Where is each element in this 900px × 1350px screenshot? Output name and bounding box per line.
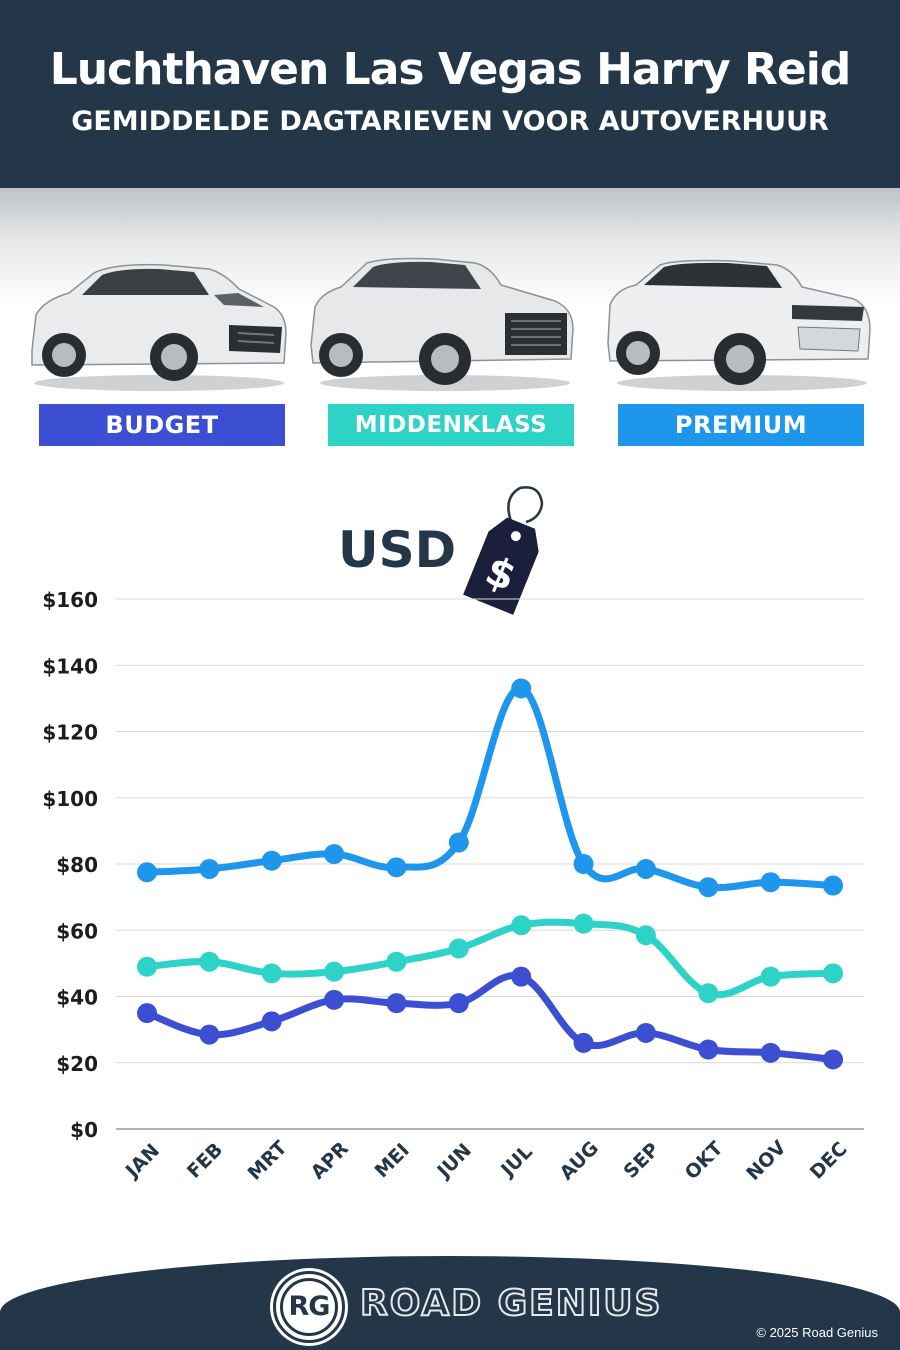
data-point-budget-jan: [137, 1003, 157, 1024]
data-point-premium-nov: [760, 872, 781, 893]
data-point-middenklass-feb: [199, 951, 220, 972]
x-tick-label: APR: [307, 1137, 353, 1183]
logo-text: RG: [280, 1278, 338, 1336]
x-tick-label: FEB: [183, 1139, 227, 1183]
y-tick-label: $40: [56, 986, 98, 1010]
data-point-premium-sep: [635, 858, 656, 879]
category-midsize-label: MIDDENKLASS: [328, 404, 574, 446]
data-point-budget-okt: [698, 1039, 719, 1060]
data-point-middenklass-apr: [324, 961, 345, 982]
y-tick-label: $120: [42, 721, 98, 745]
data-point-budget-nov: [760, 1042, 781, 1063]
copyright-text: © 2025 Road Genius: [756, 1325, 878, 1340]
data-point-middenklass-mrt: [261, 963, 282, 984]
road-genius-logo[interactable]: RG: [273, 1271, 345, 1343]
data-point-middenklass-dec: [823, 963, 843, 984]
page-subtitle: GEMIDDELDE DAGTARIEVEN VOOR AUTOVERHUUR: [71, 106, 829, 137]
data-point-middenklass-jan: [137, 956, 157, 977]
series-line-premium: [143, 684, 837, 892]
data-point-budget-aug: [573, 1032, 594, 1053]
x-tick-label: AUG: [556, 1137, 603, 1184]
x-tick-label: MRT: [244, 1137, 292, 1185]
x-tick-label: JAN: [120, 1140, 164, 1184]
y-tick-label: $160: [42, 588, 98, 612]
data-point-premium-feb: [199, 858, 220, 879]
data-point-budget-jun: [448, 993, 469, 1014]
x-tick-label: SEP: [620, 1139, 664, 1183]
y-tick-label: $20: [56, 1052, 98, 1076]
data-point-premium-dec: [823, 875, 843, 896]
data-point-premium-jun: [448, 832, 469, 853]
y-tick-label: $100: [42, 787, 98, 811]
data-point-middenklass-jun: [448, 938, 469, 959]
rental-price-line-chart: $0 $20 $40 $60 $80 $100 $120 $140 $160 JAN FEB MRT A…: [42, 588, 864, 1185]
data-point-budget-dec: [823, 1049, 843, 1070]
data-point-budget-mei: [386, 993, 407, 1014]
category-premium-label: PREMIUM: [618, 404, 864, 446]
dollar-price-tag-icon: $: [463, 486, 544, 615]
footer: [0, 1256, 900, 1350]
data-point-budget-feb: [199, 1024, 220, 1045]
x-tick-label: NOV: [742, 1136, 790, 1184]
x-tick-label: MEI: [371, 1139, 414, 1182]
currency-unit-label: USD: [338, 521, 457, 579]
data-point-middenklass-mei: [386, 951, 407, 972]
y-tick-label: $140: [42, 654, 98, 678]
data-point-budget-apr: [324, 989, 345, 1010]
page-title: Luchthaven Las Vegas Harry Reid: [49, 44, 852, 95]
data-point-budget-jul: [511, 966, 532, 987]
data-point-premium-mei: [386, 857, 407, 878]
hatchback-car-image: [24, 255, 294, 395]
data-point-middenklass-okt: [698, 983, 719, 1004]
data-point-budget-mrt: [261, 1011, 282, 1032]
data-point-budget-sep: [635, 1022, 656, 1043]
data-point-middenklass-sep: [635, 925, 656, 946]
data-point-premium-apr: [324, 844, 345, 865]
data-point-premium-okt: [698, 877, 719, 898]
y-tick-label: $80: [56, 853, 98, 877]
data-point-premium-aug: [573, 854, 594, 874]
brand-name[interactable]: ROAD GENIUS: [359, 1282, 663, 1325]
y-tick-label: $0: [70, 1118, 98, 1142]
category-budget-label: BUDGET: [39, 404, 285, 446]
suv-car-image: [305, 255, 575, 395]
data-point-premium-mrt: [261, 850, 282, 871]
luxury-suv-car-image: [602, 255, 872, 395]
x-tick-label: JUN: [432, 1139, 476, 1183]
data-point-premium-jul: [511, 678, 532, 699]
header: Luchthaven Las Vegas Harry Reid GEMIDDEL…: [0, 0, 900, 188]
data-point-middenklass-jul: [511, 915, 532, 936]
x-tick-label: JUL: [496, 1141, 537, 1182]
data-point-premium-jan: [137, 862, 157, 883]
data-point-middenklass-aug: [573, 913, 594, 934]
data-point-middenklass-nov: [760, 966, 781, 987]
x-tick-label: DEC: [806, 1138, 852, 1184]
y-tick-label: $60: [56, 919, 98, 943]
x-tick-label: OKT: [681, 1137, 728, 1184]
series-line-budget: [143, 972, 837, 1063]
